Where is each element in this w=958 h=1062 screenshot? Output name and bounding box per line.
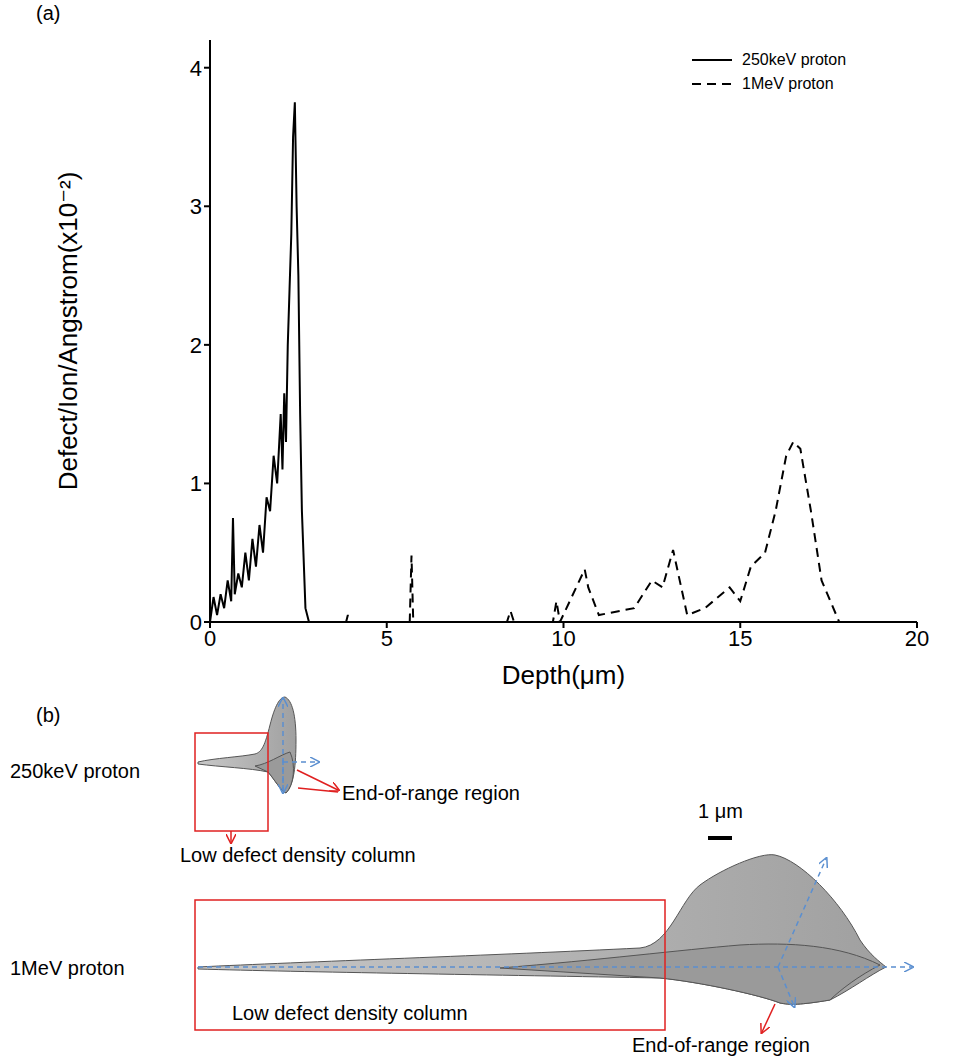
- svg-text:5: 5: [381, 626, 393, 651]
- svg-text:End-of-range region: End-of-range region: [342, 782, 520, 804]
- svg-text:Low defect density column: Low defect density column: [232, 1002, 468, 1024]
- svg-text:0: 0: [204, 626, 216, 651]
- svg-text:Defect/Ion/Angstrom(x10⁻²): Defect/Ion/Angstrom(x10⁻²): [53, 172, 83, 491]
- svg-text:1: 1: [190, 471, 202, 496]
- svg-text:20: 20: [905, 626, 929, 651]
- svg-text:1 μm: 1 μm: [698, 800, 743, 822]
- svg-text:15: 15: [728, 626, 752, 651]
- svg-text:1MeV proton: 1MeV proton: [10, 957, 125, 979]
- html-text:1MeV proton: 1MeV proton: [742, 75, 834, 92]
- svg-text:Low defect density column: Low defect density column: [180, 844, 416, 866]
- svg-text:0: 0: [190, 610, 202, 635]
- svg-text:End-of-range region: End-of-range region: [632, 1034, 810, 1056]
- svg-text:3: 3: [190, 194, 202, 219]
- svg-text:4: 4: [190, 56, 202, 81]
- html-text:250keV proton: 250keV proton: [742, 51, 847, 68]
- svg-text:(b): (b): [36, 704, 60, 726]
- svg-text:250keV proton: 250keV proton: [10, 760, 140, 782]
- html-text:(a): (a): [36, 2, 61, 24]
- svg-text:10: 10: [551, 626, 575, 651]
- svg-text:2: 2: [190, 333, 202, 358]
- svg-text:Depth(μm): Depth(μm): [502, 660, 625, 690]
